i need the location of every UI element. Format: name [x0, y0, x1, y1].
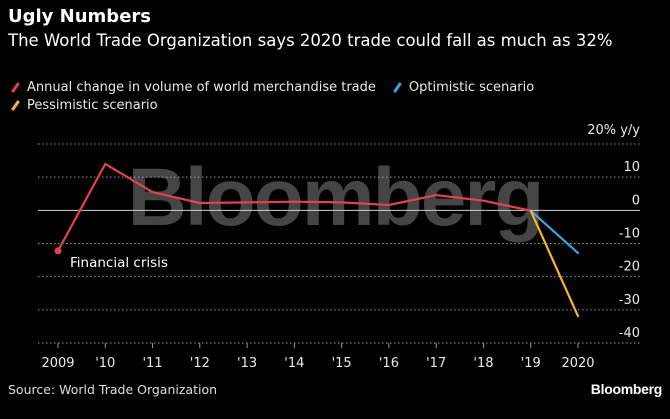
- financial-crisis-annotation: Financial crisis: [70, 255, 168, 271]
- x-tick-label: '16: [379, 356, 399, 371]
- brand-logo: Bloomberg: [590, 381, 663, 397]
- x-tick-label: '19: [521, 356, 541, 371]
- watermark-text: Bloomberg: [128, 152, 543, 243]
- x-tick-label: '12: [190, 356, 210, 371]
- x-tick-label: '14: [284, 356, 304, 371]
- legend-label-optimistic: Optimistic scenario: [408, 80, 535, 95]
- y-tick-label: -10: [619, 227, 640, 242]
- annual-change-line: [56, 162, 532, 252]
- legend-item-pessimistic: Pessimistic scenario: [8, 98, 158, 113]
- legend-row-1: Annual change in volume of world merchan…: [8, 80, 548, 95]
- y-tick-label: -30: [619, 293, 640, 308]
- pessimistic-line: [529, 209, 580, 318]
- x-tick-label: '13: [237, 356, 257, 371]
- chart-title: Ugly Numbers: [8, 6, 151, 27]
- y-tick-label: -40: [619, 326, 640, 341]
- legend-label-pessimistic: Pessimistic scenario: [27, 98, 158, 113]
- financial-crisis-marker: [54, 247, 62, 255]
- x-tick-label: '17: [426, 356, 446, 371]
- x-tick-label: '18: [473, 356, 493, 371]
- y-tick-label: -20: [619, 260, 640, 275]
- y-axis-label: 20% y/y: [587, 123, 640, 138]
- y-tick-label: 0: [632, 193, 640, 208]
- x-tick-label: 2020: [561, 356, 594, 371]
- legend-label-annual: Annual change in volume of world merchan…: [27, 80, 376, 95]
- x-tick-label: '10: [95, 356, 115, 371]
- legend-item-optimistic: Optimistic scenario: [390, 80, 534, 95]
- x-tick-label: 2009: [41, 356, 74, 371]
- optimistic-line: [529, 209, 580, 255]
- legend-item-annual: Annual change in volume of world merchan…: [8, 80, 376, 95]
- x-tick-label: '15: [332, 356, 352, 371]
- x-tick-label: '11: [142, 356, 162, 371]
- chart-subtitle: The World Trade Organization says 2020 t…: [8, 31, 613, 50]
- y-tick-label: 10: [623, 160, 640, 175]
- legend-row-2: Pessimistic scenario: [8, 98, 172, 113]
- source-note: Source: World Trade Organization: [8, 382, 218, 397]
